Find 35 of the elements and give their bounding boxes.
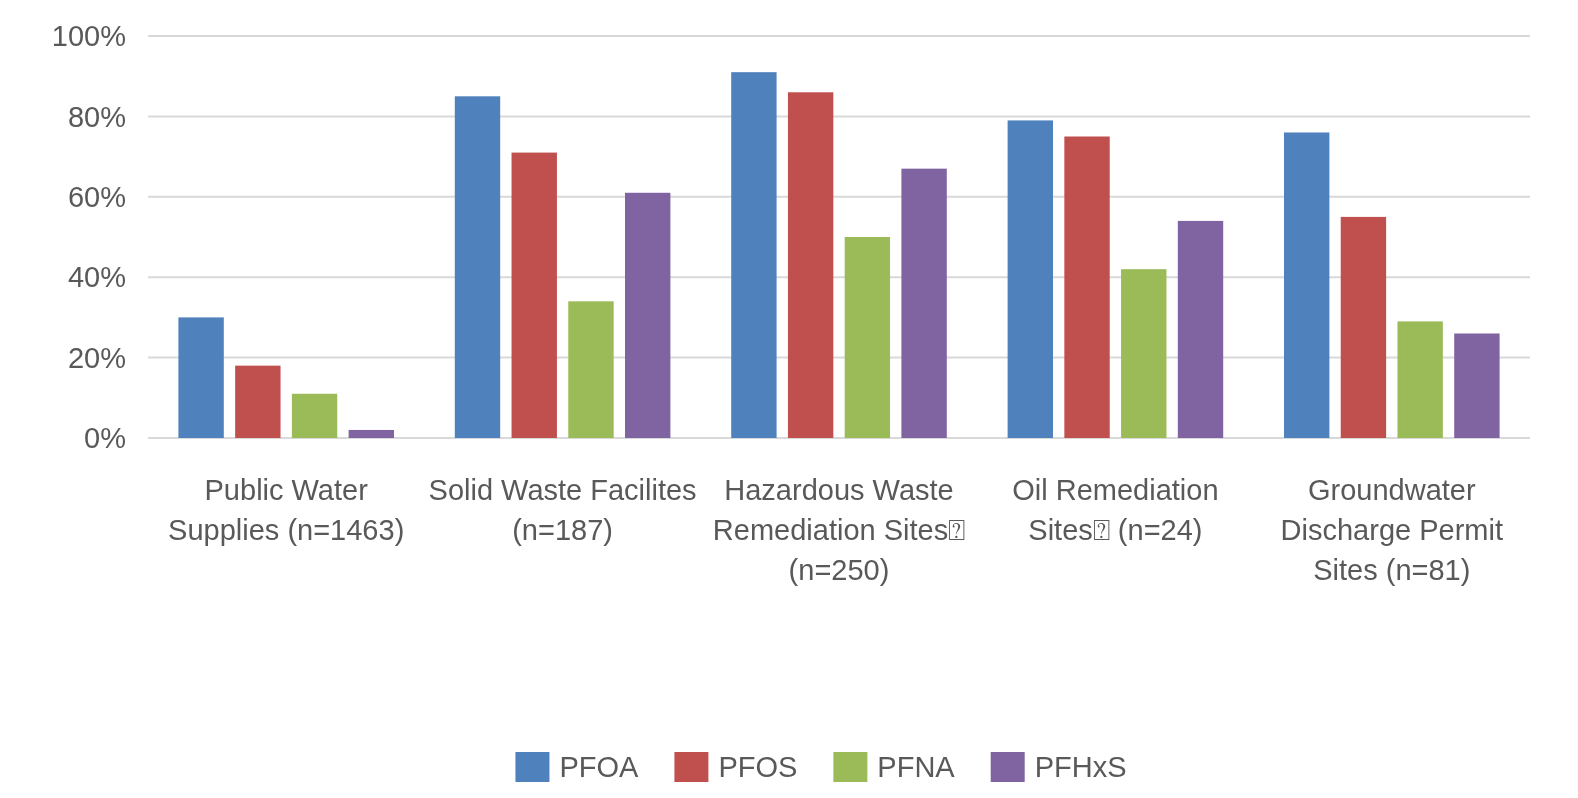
y-tick-label: 80% [67,100,126,133]
bar [731,72,777,438]
legend-label: PFOA [559,751,640,784]
x-tick-label: Public Water Supplies (n=1463) [168,474,405,546]
legend-label: PFHxS [1034,751,1127,784]
legend-label: PFOS [718,751,798,784]
bar [787,92,834,438]
y-tick-label: 20% [67,341,126,374]
bar [625,192,671,438]
bar [1177,220,1224,438]
x-tick-label: Groundwater Discharge Permit Sites (n=81) [1280,474,1503,586]
bar [511,152,557,438]
bar [1064,136,1110,438]
bar [1340,216,1387,438]
bar [1284,132,1330,438]
bar [1121,269,1167,438]
legend-label: PFNA [877,751,956,784]
bar [844,237,891,438]
y-tick-label: 0% [84,422,126,455]
x-tick-label: Hazardous Waste Remediation Sites⍰ (n=250) [712,474,966,586]
bar [568,301,614,438]
bar [235,365,281,438]
bar [1454,333,1500,438]
y-tick-label: 100% [51,20,126,53]
bar [1007,120,1053,438]
bar [291,393,338,438]
bar [901,168,947,438]
x-tick-label: Solid Waste Facilites (n=187) [428,474,697,546]
y-tick-label: 40% [67,261,126,294]
bar [348,429,394,438]
bar [178,317,224,438]
y-tick-label: 60% [67,180,126,213]
x-tick-label: Oil Remediation Sites⍰ (n=24) [1012,474,1219,546]
bar [1397,321,1443,438]
bar [454,96,501,438]
